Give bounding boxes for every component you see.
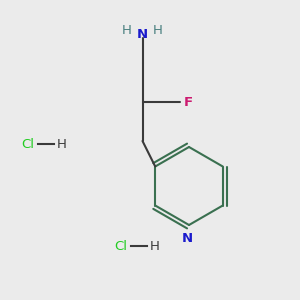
Text: H: H [122, 24, 132, 38]
Text: H: H [57, 137, 67, 151]
Text: N: N [182, 232, 193, 244]
Text: N: N [137, 28, 148, 41]
Text: H: H [153, 24, 163, 38]
Text: Cl: Cl [114, 239, 127, 253]
Text: F: F [184, 95, 193, 109]
Text: H: H [150, 239, 160, 253]
Text: Cl: Cl [21, 137, 34, 151]
